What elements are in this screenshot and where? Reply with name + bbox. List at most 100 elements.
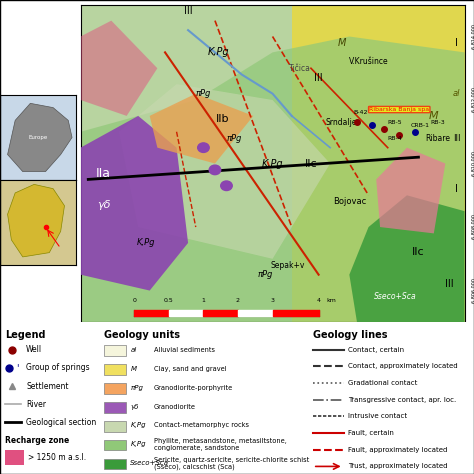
Circle shape [209, 165, 221, 174]
Text: IIc: IIc [305, 158, 317, 169]
Text: M: M [429, 111, 438, 121]
Text: 6 814 000: 6 814 000 [472, 24, 474, 49]
Text: πPg: πPg [130, 384, 143, 391]
Text: Geology lines: Geology lines [313, 330, 387, 340]
Text: IIa: IIa [96, 166, 111, 180]
Polygon shape [8, 184, 64, 257]
Polygon shape [8, 103, 72, 172]
Bar [104, 364, 126, 374]
Text: πPg: πPg [257, 270, 273, 279]
Text: Phyllite, metasandstone, metasiltstone,
conglomerate, sandstone: Phyllite, metasandstone, metasiltstone, … [154, 438, 287, 451]
Text: 6 810 000: 6 810 000 [472, 151, 474, 176]
Text: IIb: IIb [216, 114, 229, 124]
Text: Gradational contact: Gradational contact [348, 380, 418, 386]
Text: Fault, approximately located: Fault, approximately located [348, 447, 448, 453]
Text: Well: Well [26, 345, 42, 354]
Text: K,Pg: K,Pg [208, 47, 229, 57]
Text: K,Pg: K,Pg [262, 158, 283, 169]
Text: Granodiorite: Granodiorite [154, 403, 196, 410]
Text: 1: 1 [201, 298, 205, 303]
Text: I: I [456, 38, 458, 48]
Bar [104, 421, 126, 431]
Text: 0: 0 [132, 298, 136, 303]
Text: 7 538 000: 7 538 000 [258, 336, 287, 341]
Text: RB-3: RB-3 [430, 120, 445, 125]
Text: Ribare: Ribare [425, 134, 450, 143]
Text: K,Pg: K,Pg [130, 441, 146, 447]
Bar [104, 402, 126, 412]
Text: Contact, approximately located: Contact, approximately located [348, 363, 458, 369]
Text: γδ: γδ [130, 403, 139, 410]
Text: Tičica: Tičica [289, 64, 310, 73]
Text: 6 806 000: 6 806 000 [472, 278, 474, 303]
Text: > 1250 m a.s.l.: > 1250 m a.s.l. [28, 453, 87, 462]
Text: K,Pg: K,Pg [130, 422, 146, 428]
Text: πPg: πPg [196, 89, 211, 98]
Text: Legend: Legend [5, 330, 45, 340]
Text: K,Pg: K,Pg [137, 238, 155, 247]
Text: Geological section: Geological section [26, 418, 96, 427]
Text: Sseco+Sca: Sseco+Sca [374, 292, 417, 301]
Text: River: River [26, 400, 46, 409]
Circle shape [198, 143, 209, 153]
Text: 7 540 000: 7 540 000 [322, 336, 351, 341]
Circle shape [221, 181, 232, 191]
Text: RB-5: RB-5 [388, 120, 402, 125]
Text: Group of springs: Group of springs [26, 364, 90, 372]
Bar [104, 345, 126, 356]
Polygon shape [119, 84, 330, 259]
Text: Granodiorite-porphyrite: Granodiorite-porphyrite [154, 384, 233, 391]
Text: Fault, certain: Fault, certain [348, 430, 394, 436]
Text: Contact-metamorphyc rocks: Contact-metamorphyc rocks [154, 422, 249, 428]
Text: Sericite, quartz-sericite, sericite-chlorite schist
(Sseco), calcschist (Sca): Sericite, quartz-sericite, sericite-chlo… [154, 456, 310, 470]
Polygon shape [349, 195, 465, 322]
Text: Settlement: Settlement [26, 382, 69, 391]
Text: Alluvial sediments: Alluvial sediments [154, 346, 215, 353]
Text: al: al [453, 89, 461, 98]
Text: I: I [456, 184, 458, 194]
Text: III: III [184, 6, 192, 16]
Text: III: III [314, 73, 323, 83]
Text: CRB-1: CRB-1 [411, 123, 430, 128]
Text: RB-4: RB-4 [388, 136, 402, 141]
Text: πPg: πPg [227, 134, 242, 143]
Text: Trust, approximately located: Trust, approximately located [348, 464, 448, 469]
Text: 4: 4 [317, 298, 320, 303]
Polygon shape [376, 148, 446, 233]
Text: 0.5: 0.5 [164, 298, 174, 303]
Text: 7 534 000: 7 534 000 [130, 336, 159, 341]
Polygon shape [292, 5, 465, 322]
Text: Sepak+v: Sepak+v [271, 261, 305, 270]
Bar [104, 383, 126, 393]
Text: 6 808 000: 6 808 000 [472, 215, 474, 239]
Text: 7 544 00: 7 544 00 [452, 336, 474, 341]
Text: Contact, certain: Contact, certain [348, 346, 404, 353]
Text: 7 536 000: 7 536 000 [194, 336, 223, 341]
Text: 2: 2 [236, 298, 240, 303]
Text: Transgressive contact, apr. loc.: Transgressive contact, apr. loc. [348, 397, 456, 403]
Polygon shape [81, 21, 157, 116]
Bar [5, 450, 24, 465]
Text: Ribarska Banja spa: Ribarska Banja spa [369, 107, 429, 112]
Text: 7 542 000: 7 542 000 [386, 336, 415, 341]
Text: 3: 3 [271, 298, 274, 303]
Text: Sseco+Sca: Sseco+Sca [130, 460, 169, 466]
Polygon shape [150, 94, 254, 164]
Text: Intrusive contact: Intrusive contact [348, 413, 408, 419]
Text: km: km [326, 298, 336, 303]
Text: B-42: B-42 [353, 110, 368, 115]
Text: Europe: Europe [28, 135, 47, 140]
Text: V.Krušince: V.Krušince [349, 57, 388, 66]
Text: M: M [130, 365, 137, 372]
Text: γδ: γδ [97, 200, 110, 210]
Text: al: al [130, 346, 137, 353]
Polygon shape [81, 116, 188, 291]
Polygon shape [81, 36, 465, 322]
Text: Geology units: Geology units [104, 330, 180, 340]
Text: III: III [445, 279, 454, 289]
Text: ': ' [16, 363, 18, 373]
Text: M: M [337, 38, 346, 48]
Text: 6 812 000: 6 812 000 [472, 88, 474, 112]
Text: III: III [453, 134, 461, 143]
Text: 7 532 000: 7 532 000 [66, 336, 95, 341]
